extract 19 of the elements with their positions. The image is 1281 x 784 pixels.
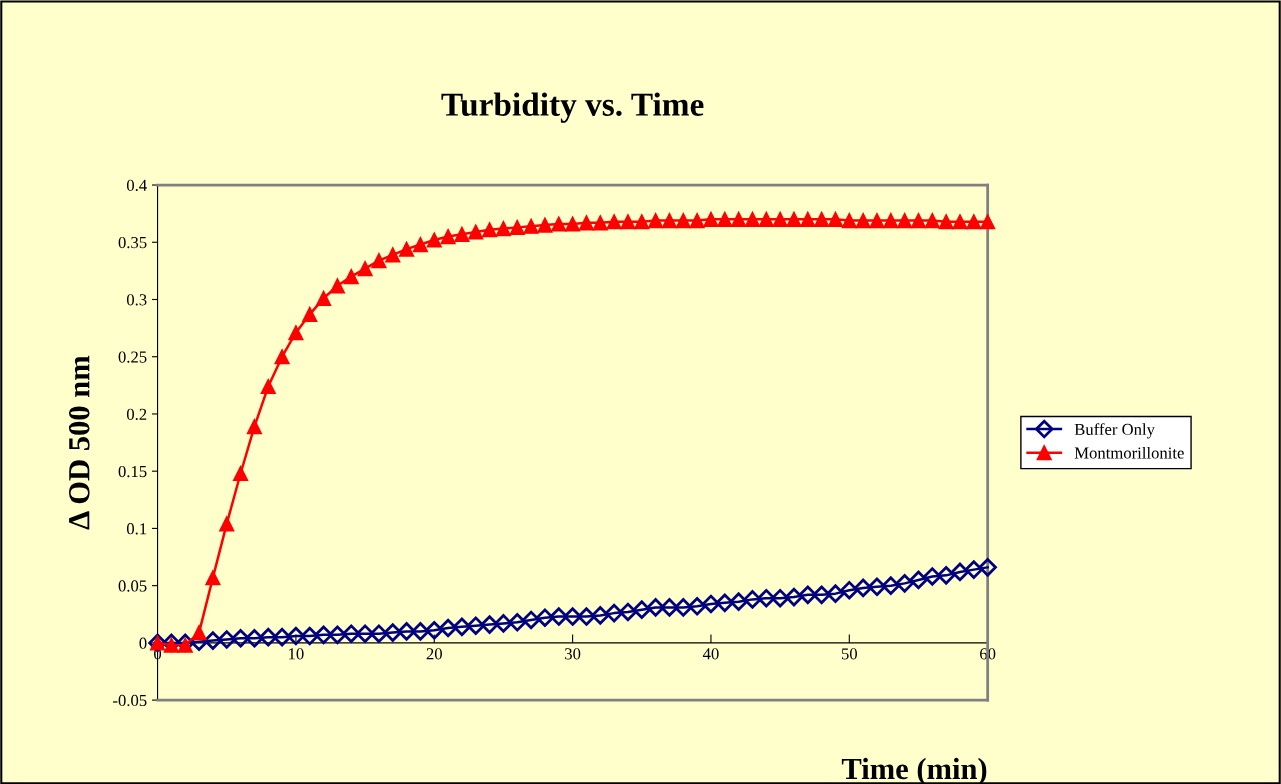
legend-label: Buffer Only xyxy=(1074,423,1155,439)
y-tick-label: 0.05 xyxy=(118,580,147,592)
x-tick-label: 30 xyxy=(565,648,581,660)
x-tick-label: 50 xyxy=(841,648,857,660)
legend-label: Montmorillonite xyxy=(1074,446,1184,459)
y-tick-label: 0.25 xyxy=(118,351,147,363)
x-tick-label: 40 xyxy=(702,648,719,660)
y-tick-label: 0 xyxy=(139,637,147,649)
x-tick-label: 20 xyxy=(426,648,442,660)
y-tick-label: 0.4 xyxy=(126,179,147,192)
x-tick-label: 10 xyxy=(289,648,304,660)
y-tick-label: 0.1 xyxy=(126,523,147,535)
y-tick-label: 0.35 xyxy=(118,236,147,249)
y-tick-label: 0.15 xyxy=(118,465,147,478)
y-tick-label: 0.3 xyxy=(126,294,147,306)
y-axis-title: Δ OD 500 nm xyxy=(68,355,90,530)
y-tick-label: -0.05 xyxy=(113,694,147,707)
chart-title: Turbidity vs. Time xyxy=(441,92,704,123)
y-tick-label: 0.2 xyxy=(126,408,147,420)
